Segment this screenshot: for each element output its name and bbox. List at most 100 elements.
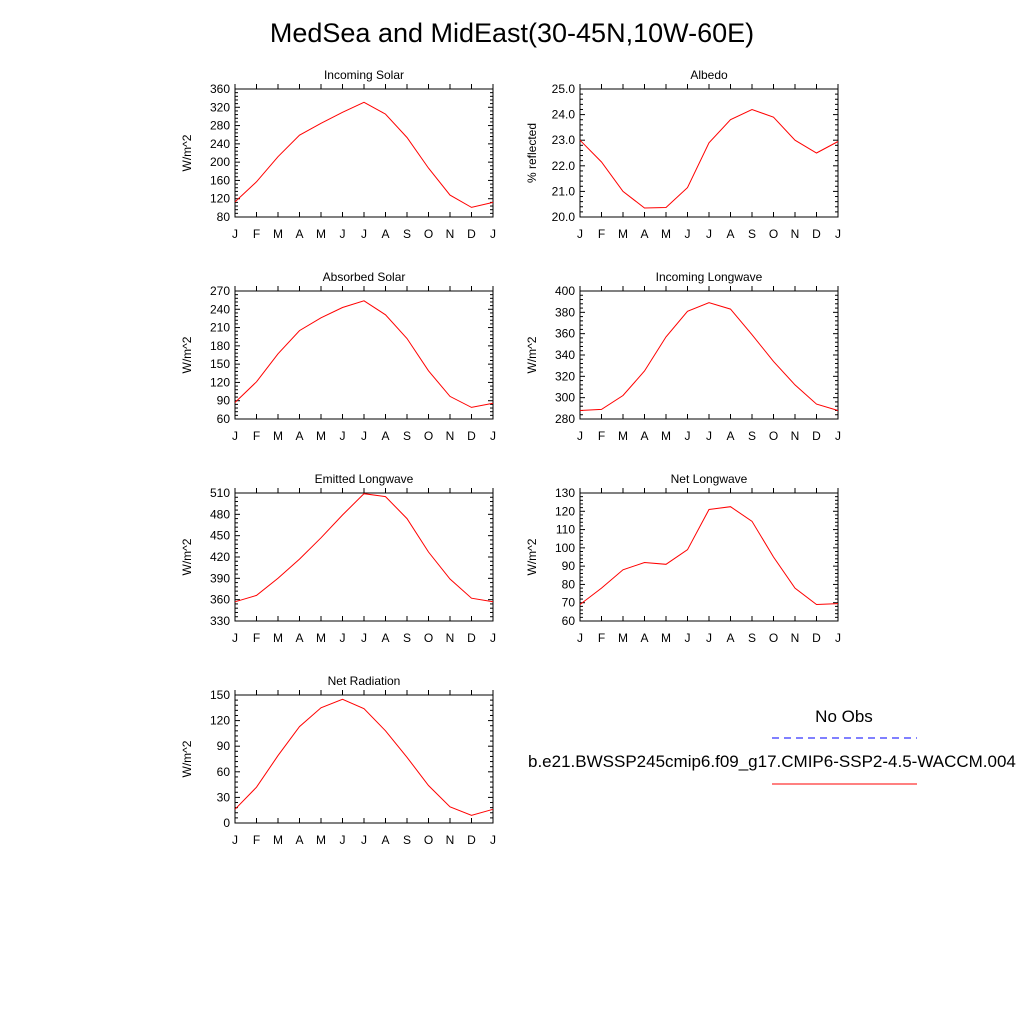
chart-title: Incoming Longwave xyxy=(656,270,763,284)
y-tick-label: 420 xyxy=(210,550,230,564)
y-tick-label: 90 xyxy=(217,739,231,753)
chart-title: Net Radiation xyxy=(328,674,401,688)
x-tick-label: J xyxy=(835,429,841,443)
chart-panel-5: Emitted Longwave W/m^2 330 360 390 420 450 480 5… xyxy=(180,472,496,645)
y-tick-label: 210 xyxy=(210,321,230,335)
x-tick-label: J xyxy=(835,227,841,241)
x-tick-label: S xyxy=(403,227,411,241)
x-tick-label: O xyxy=(769,631,778,645)
y-tick-label: 80 xyxy=(562,577,576,591)
x-tick-label: A xyxy=(295,429,303,443)
series-line-1 xyxy=(579,506,839,606)
y-axis-label: W/m^2 xyxy=(525,538,539,575)
y-tick-label: 150 xyxy=(210,688,230,702)
x-tick-label: A xyxy=(381,833,389,847)
x-tick-label: J xyxy=(706,631,712,645)
x-tick-label: N xyxy=(446,833,455,847)
x-tick-label: O xyxy=(769,227,778,241)
x-tick-label: J xyxy=(577,631,583,645)
x-tick-label: J xyxy=(361,429,367,443)
y-tick-label: 480 xyxy=(210,507,230,521)
y-axis-label: W/m^2 xyxy=(525,336,539,373)
x-tick-label: M xyxy=(661,429,671,443)
y-tick-label: 180 xyxy=(210,339,230,353)
y-tick-label: 70 xyxy=(562,596,576,610)
chart-title: Albedo xyxy=(690,68,728,82)
y-tick-label: 120 xyxy=(210,375,230,389)
y-tick-label: 60 xyxy=(217,765,231,779)
y-tick-label: 360 xyxy=(210,82,230,96)
x-tick-label: D xyxy=(812,227,821,241)
x-tick-label: F xyxy=(598,227,605,241)
y-tick-label: 20.0 xyxy=(552,210,576,224)
x-tick-label: D xyxy=(812,631,821,645)
plot-frame xyxy=(579,88,839,218)
y-axis-label: W/m^2 xyxy=(180,538,194,575)
y-tick-label: 80 xyxy=(217,210,231,224)
x-tick-label: F xyxy=(598,631,605,645)
y-axis-label: % reflected xyxy=(525,123,539,183)
plot-frame xyxy=(579,290,839,420)
y-tick-label: 320 xyxy=(210,100,230,114)
series-line-1 xyxy=(234,101,494,208)
x-tick-label: N xyxy=(791,631,800,645)
x-tick-label: F xyxy=(253,833,260,847)
y-tick-label: 240 xyxy=(210,302,230,316)
x-tick-label: J xyxy=(232,227,238,241)
x-tick-label: S xyxy=(748,227,756,241)
x-tick-label: A xyxy=(381,227,389,241)
x-tick-label: A xyxy=(381,631,389,645)
y-tick-label: 90 xyxy=(217,394,231,408)
y-tick-label: 360 xyxy=(555,327,575,341)
y-tick-label: 300 xyxy=(555,391,575,405)
y-tick-label: 60 xyxy=(217,412,231,426)
x-tick-label: J xyxy=(835,631,841,645)
x-tick-label: J xyxy=(577,429,583,443)
y-tick-label: 120 xyxy=(555,504,575,518)
x-tick-label: D xyxy=(467,833,476,847)
y-tick-label: 330 xyxy=(210,614,230,628)
y-tick-label: 160 xyxy=(210,173,230,187)
x-tick-label: D xyxy=(467,631,476,645)
x-tick-label: J xyxy=(490,833,496,847)
x-tick-label: M xyxy=(273,833,283,847)
chart-title: Net Longwave xyxy=(671,472,748,486)
x-tick-label: D xyxy=(812,429,821,443)
x-tick-label: J xyxy=(685,631,691,645)
series-line-1 xyxy=(234,300,494,408)
y-tick-label: 90 xyxy=(562,559,576,573)
y-tick-label: 120 xyxy=(210,714,230,728)
x-tick-label: M xyxy=(273,227,283,241)
x-tick-label: J xyxy=(490,631,496,645)
series-line-1 xyxy=(579,108,839,209)
x-tick-label: F xyxy=(598,429,605,443)
x-tick-label: N xyxy=(446,227,455,241)
x-tick-label: A xyxy=(726,227,734,241)
series-line-1 xyxy=(579,302,839,411)
y-tick-label: 120 xyxy=(210,192,230,206)
x-tick-label: J xyxy=(490,429,496,443)
y-tick-label: 25.0 xyxy=(552,82,576,96)
x-tick-label: O xyxy=(424,429,433,443)
x-tick-label: O xyxy=(424,631,433,645)
y-axis-label: W/m^2 xyxy=(180,336,194,373)
chart-title: Incoming Solar xyxy=(324,68,404,82)
x-tick-label: A xyxy=(640,429,648,443)
chart-panel-3: Absorbed Solar W/m^2 60 90 120 150 180 210 240 27… xyxy=(180,270,496,443)
x-tick-label: N xyxy=(791,429,800,443)
y-tick-label: 130 xyxy=(555,486,575,500)
x-tick-label: J xyxy=(706,429,712,443)
x-tick-label: S xyxy=(403,429,411,443)
x-tick-label: S xyxy=(748,429,756,443)
x-tick-label: J xyxy=(706,227,712,241)
x-tick-label: S xyxy=(403,833,411,847)
x-tick-label: J xyxy=(232,833,238,847)
x-tick-label: D xyxy=(467,227,476,241)
x-tick-label: M xyxy=(618,227,628,241)
plot-frame xyxy=(234,492,494,622)
y-tick-label: 340 xyxy=(555,348,575,362)
x-tick-label: A xyxy=(640,631,648,645)
x-tick-label: M xyxy=(273,429,283,443)
